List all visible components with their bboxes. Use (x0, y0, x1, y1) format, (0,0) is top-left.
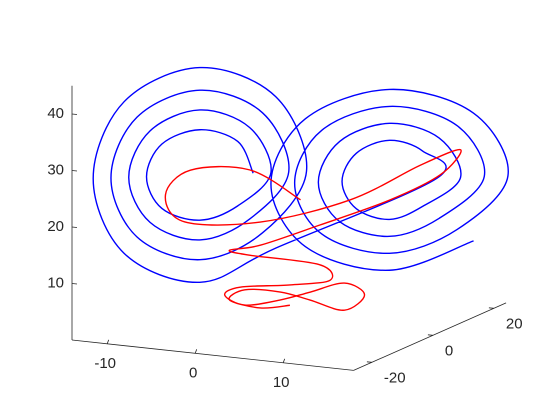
x-tick-label: 0 (189, 364, 197, 381)
y-tick (366, 361, 372, 363)
y-tick-label: 0 (445, 342, 453, 359)
z-tick (71, 226, 78, 228)
x-tick (106, 339, 110, 344)
z-tick-label: 20 (47, 218, 64, 235)
x-tick-label: -10 (94, 355, 116, 372)
y-tick-label: 20 (506, 315, 523, 332)
z-tick (71, 113, 78, 115)
z-tick (71, 170, 78, 172)
y-axis (353, 302, 507, 371)
z-tick-label: 30 (47, 161, 64, 178)
y-tick (488, 307, 494, 309)
z-tick-label: 40 (47, 105, 64, 122)
x-tick (282, 358, 286, 363)
y-tick-label: -20 (384, 369, 406, 386)
x-tick-label: 10 (273, 374, 290, 391)
x-tick (194, 349, 198, 354)
z-tick-label: 10 (47, 274, 64, 291)
trajectory (92, 66, 509, 284)
trajectory (164, 148, 462, 311)
y-tick (427, 334, 433, 336)
z-tick (71, 283, 78, 285)
x-axis (71, 339, 354, 371)
